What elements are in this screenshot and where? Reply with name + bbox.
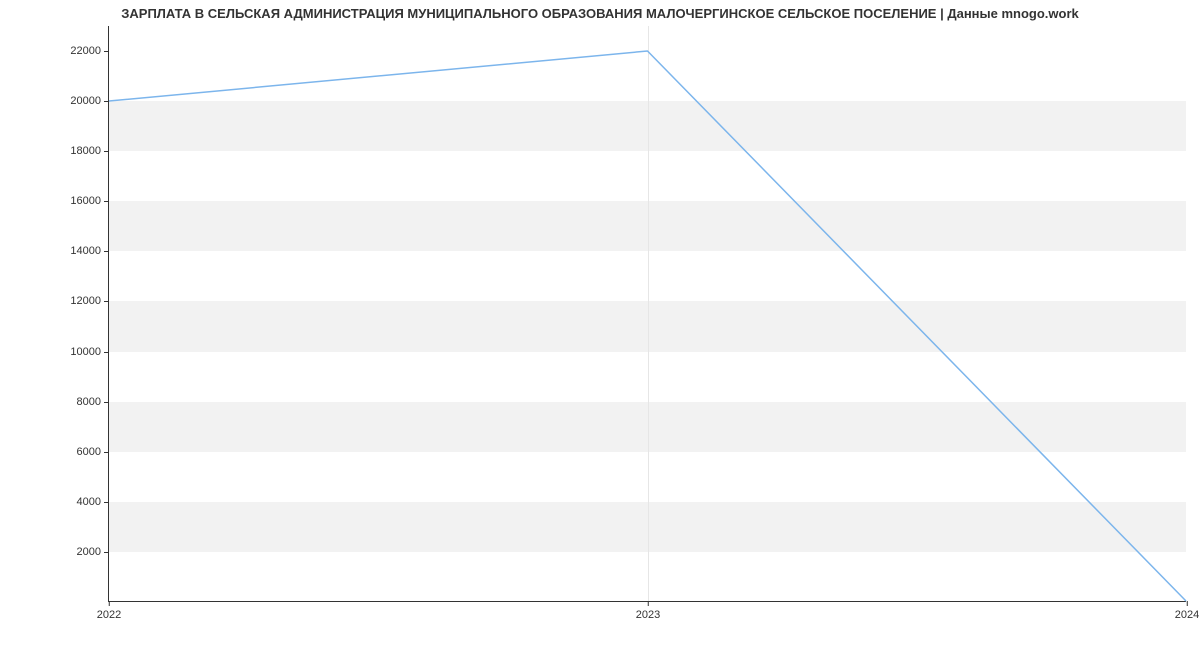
x-axis-tick-label: 2023 [636,601,660,621]
x-axis-tick-label: 2022 [97,601,121,621]
y-axis-tick-label: 6000 [77,446,109,458]
plot-area: 2022202320242000400060008000100001200014… [108,26,1186,602]
y-axis-tick-label: 20000 [70,95,109,107]
y-axis-tick-label: 10000 [70,346,109,358]
y-axis-tick-label: 12000 [70,295,109,307]
y-axis-tick-label: 14000 [70,245,109,257]
y-axis-tick-label: 22000 [70,45,109,57]
salary-line-chart: ЗАРПЛАТА В СЕЛЬСКАЯ АДМИНИСТРАЦИЯ МУНИЦИ… [0,0,1200,650]
y-axis-tick-label: 8000 [77,396,109,408]
y-axis-tick-label: 16000 [70,195,109,207]
y-axis-tick-label: 2000 [77,546,109,558]
y-axis-tick-label: 4000 [77,496,109,508]
y-axis-tick-label: 18000 [70,145,109,157]
chart-title: ЗАРПЛАТА В СЕЛЬСКАЯ АДМИНИСТРАЦИЯ МУНИЦИ… [0,6,1200,21]
x-axis-tick-label: 2024 [1175,601,1199,621]
line-series [109,26,1186,601]
